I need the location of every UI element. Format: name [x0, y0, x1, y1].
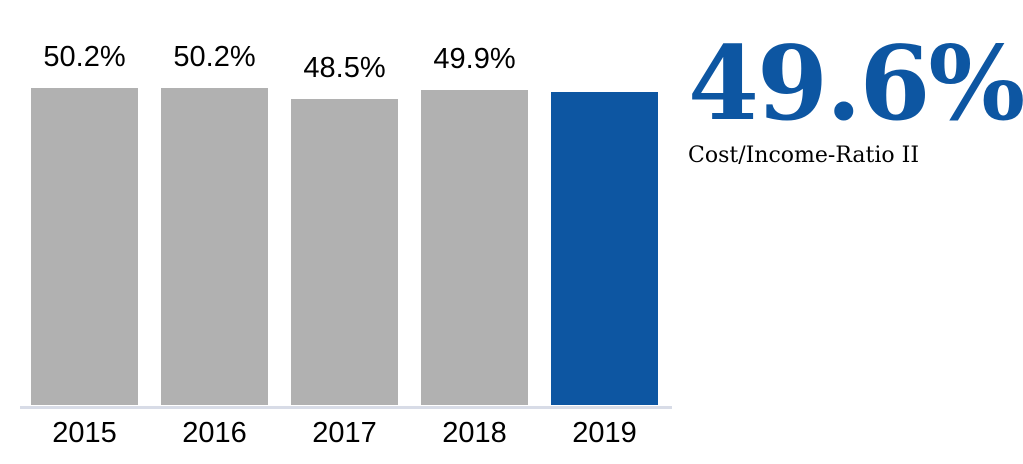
bar-column	[551, 92, 658, 405]
callout-value: 49.6%	[688, 24, 1023, 144]
bar-value-label: 50.2%	[173, 41, 256, 74]
bar-chart-plot: 50.2% 50.2% 48.5% 49.9% 2015 2016 2017 2018 201…	[20, 41, 672, 450]
x-axis-labels: 2015 2016 2017 2018 2019	[31, 417, 658, 450]
callout-label: Cost/Income-Ratio II	[688, 143, 920, 169]
x-axis-label: 2015	[52, 417, 117, 449]
bar	[31, 88, 138, 405]
x-axis-label: 2017	[312, 417, 377, 449]
bar-column: 50.2%	[31, 41, 138, 405]
bars-area: 50.2% 50.2% 48.5% 49.9%	[31, 41, 658, 405]
bar-value-label: 49.9%	[433, 43, 516, 76]
x-axis-label: 2019	[572, 417, 637, 449]
bar-column: 50.2%	[161, 41, 268, 405]
bar-value-label: 48.5%	[303, 52, 386, 85]
bar	[291, 99, 398, 405]
x-axis-line	[20, 406, 672, 409]
highlight-callout: 49.6% Cost/Income-Ratio II	[688, 24, 1023, 169]
x-axis-label: 2016	[182, 417, 247, 449]
bar-column: 49.9%	[421, 43, 528, 405]
bar	[421, 90, 528, 405]
bar-value-label: 50.2%	[43, 41, 126, 74]
bar	[161, 88, 268, 405]
bar-highlighted	[551, 92, 658, 405]
bar-column: 48.5%	[291, 52, 398, 405]
x-axis-label: 2018	[442, 417, 507, 449]
